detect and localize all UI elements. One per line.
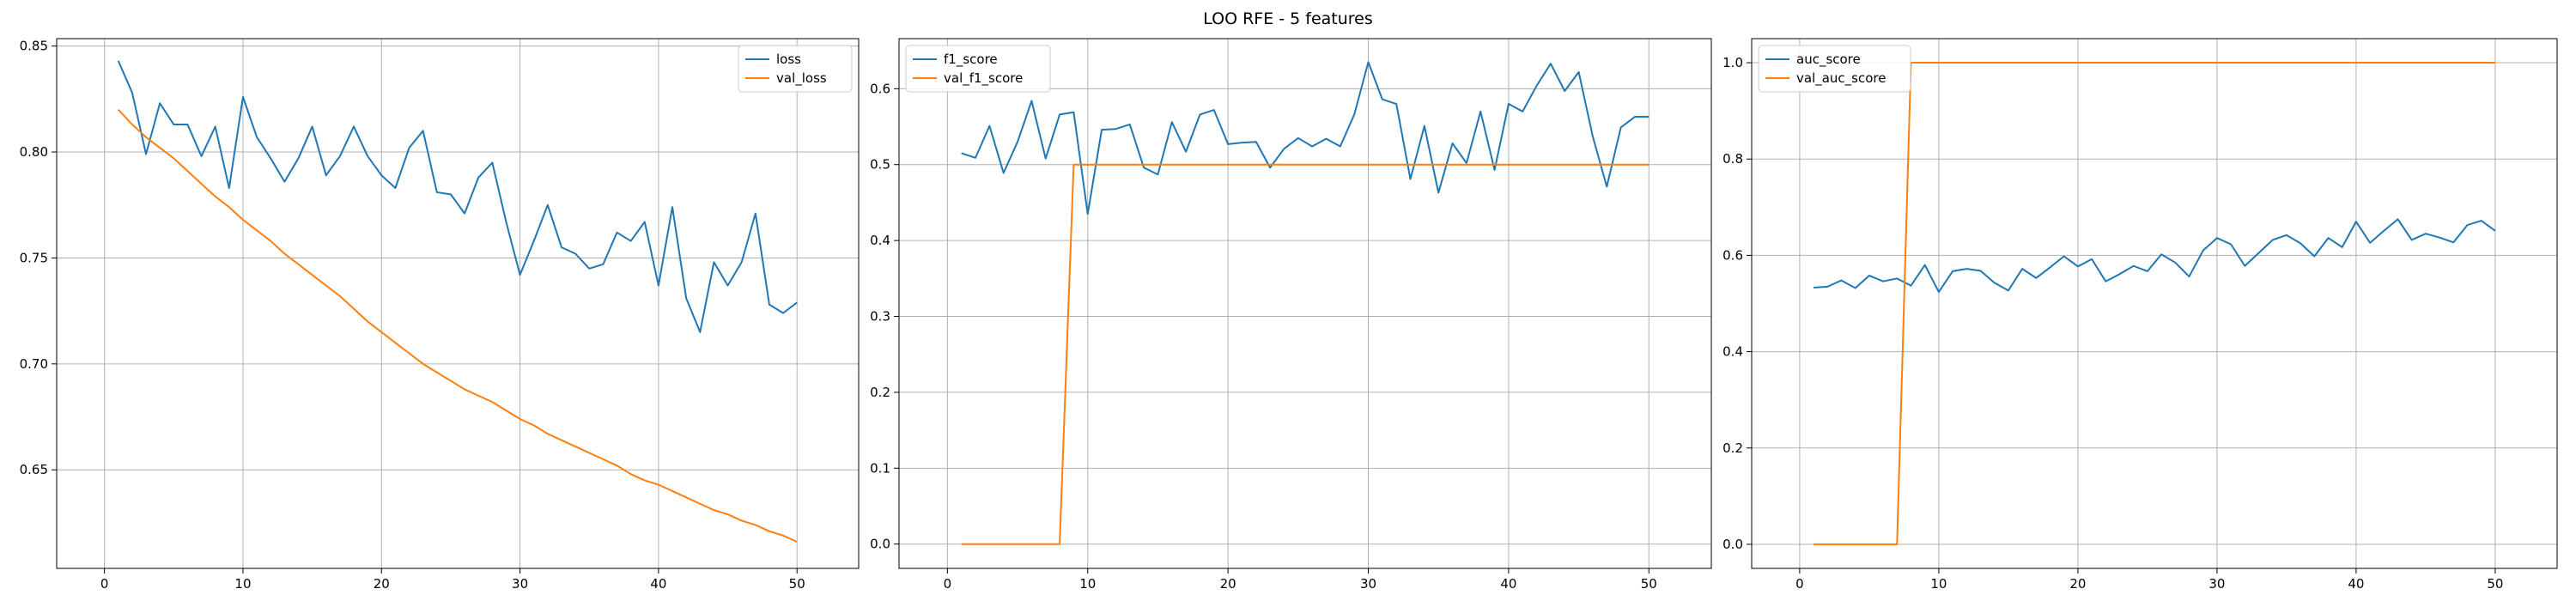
x-tick-label: 10: [1079, 576, 1096, 592]
series-line-f1-score: [961, 61, 1649, 216]
series-line-loss: [117, 60, 798, 333]
legend: loss val_loss: [738, 45, 853, 93]
legend-box: [905, 45, 1051, 93]
y-tick-label: 0.6: [1722, 247, 1743, 263]
y-tick-label: 0.75: [20, 250, 48, 265]
x-tick-label: 20: [374, 576, 390, 592]
series-line-auc-score: [1814, 218, 2496, 294]
y-tick-label: 0.0: [870, 537, 890, 552]
y-tick-label: 0.80: [20, 144, 48, 160]
axes-frame: [1751, 38, 2558, 569]
x-tick-label: 20: [2069, 576, 2086, 592]
y-tick-label: 0.85: [20, 39, 48, 54]
y-tick-label: 0.6: [870, 81, 890, 96]
x-tick-label: 0: [1795, 576, 1804, 592]
figure-title: LOO RFE - 5 features: [1203, 9, 1373, 28]
x-tick-label: 50: [1641, 576, 1657, 592]
y-tick-label: 0.0: [1722, 537, 1743, 552]
x-tick-label: 30: [1360, 576, 1376, 592]
axes-frame: [56, 38, 860, 569]
legend-box: [738, 45, 853, 93]
series-line-val-auc-score: [1814, 62, 2495, 545]
legend-label: auc_score: [1796, 52, 1861, 68]
x-tick-label: 30: [2208, 576, 2225, 592]
x-tick-label: 10: [1930, 576, 1947, 592]
x-tick-label: 50: [2487, 576, 2503, 592]
y-tick-label: 0.8: [1722, 151, 1743, 167]
legend-label: val_f1_score: [944, 70, 1023, 87]
legend-label: loss: [776, 52, 801, 67]
y-tick-label: 0.4: [870, 233, 890, 248]
x-tick-label: 0: [944, 576, 952, 592]
legend: auc_score val_auc_score: [1758, 45, 1911, 93]
x-tick-label: 40: [1500, 576, 1516, 592]
legend: f1_score val_f1_score: [905, 45, 1051, 93]
subplot-loss: 0 10 20 30 40 50 0.65 0.70 0.75 0.80 0.85 loss val_l…: [20, 38, 860, 592]
subplot-auc-score: 0 10 20 30 40 50 0.0 0.2 0.4 0.6 0.8 1.0 auc_scoreva…: [1722, 38, 2558, 592]
y-tick-label: 0.5: [870, 157, 890, 173]
y-tick-label: 0.4: [1722, 344, 1743, 360]
x-tick-label: 0: [100, 576, 109, 592]
x-tick-label: 40: [650, 576, 666, 592]
y-tick-label: 1.0: [1722, 55, 1743, 70]
series-line-val-loss: [118, 108, 798, 543]
series-line-val-f1-score: [961, 163, 1649, 545]
legend-label: val_loss: [776, 70, 827, 87]
subplot-f1-score: 0 10 20 30 40 50 0.0 0.1 0.2 0.3 0.4 0.5 0.6 f1_score…: [870, 38, 1712, 592]
x-tick-label: 30: [512, 576, 528, 592]
y-tick-label: 0.2: [1722, 440, 1743, 456]
legend-label: f1_score: [944, 52, 998, 68]
x-tick-label: 40: [2348, 576, 2364, 592]
axes-frame: [898, 38, 1712, 569]
x-tick-label: 50: [789, 576, 805, 592]
y-tick-label: 0.3: [870, 309, 890, 325]
legend-label: val_auc_score: [1796, 70, 1886, 87]
y-tick-label: 0.70: [20, 356, 48, 372]
x-tick-label: 20: [1220, 576, 1236, 592]
y-tick-label: 0.1: [870, 460, 890, 476]
legend-box: [1758, 45, 1911, 93]
y-tick-label: 0.65: [20, 462, 48, 477]
x-tick-label: 10: [234, 576, 251, 592]
y-tick-label: 0.2: [870, 385, 890, 400]
